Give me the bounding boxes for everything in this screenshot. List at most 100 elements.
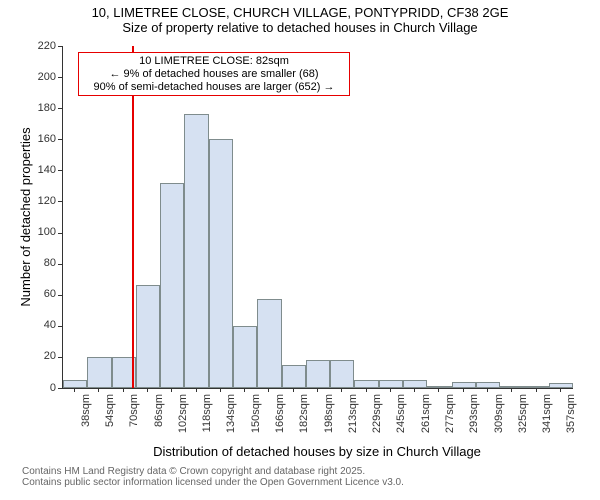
annotation-line: 90% of semi-detached houses are larger (…: [83, 81, 345, 94]
x-tick-mark: [268, 388, 269, 392]
y-tick-label: 40: [44, 319, 56, 331]
x-tick-mark: [536, 388, 537, 392]
x-tick-label: 261sqm: [420, 394, 432, 444]
y-tick-label: 140: [38, 164, 56, 176]
x-tick-mark: [463, 388, 464, 392]
histogram-bar: [257, 299, 281, 388]
x-tick-mark: [196, 388, 197, 392]
histogram-bar: [306, 360, 330, 388]
y-tick-label: 200: [38, 71, 56, 83]
histogram-bar: [184, 114, 208, 388]
histogram-bar: [427, 386, 451, 388]
y-tick-label: 80: [44, 257, 56, 269]
x-tick-label: 325sqm: [517, 394, 529, 444]
x-tick-mark: [123, 388, 124, 392]
x-tick-label: 166sqm: [274, 394, 286, 444]
footer-line-2: Contains public sector information licen…: [22, 477, 404, 488]
x-tick-mark: [390, 388, 391, 392]
histogram-bar: [452, 382, 476, 388]
x-tick-mark: [244, 388, 245, 392]
histogram-bar: [233, 326, 257, 388]
y-tick-mark: [58, 170, 62, 171]
y-tick-mark: [58, 139, 62, 140]
x-tick-mark: [171, 388, 172, 392]
x-tick-label: 182sqm: [298, 394, 310, 444]
histogram-bar: [549, 383, 573, 388]
histogram-bar: [209, 139, 233, 388]
y-tick-label: 100: [38, 226, 56, 238]
histogram-bar: [136, 285, 160, 388]
title-line-2: Size of property relative to detached ho…: [0, 21, 600, 36]
x-tick-label: 86sqm: [153, 394, 165, 444]
x-tick-mark: [74, 388, 75, 392]
y-tick-label: 20: [44, 350, 56, 362]
histogram-bar: [379, 380, 403, 388]
x-tick-mark: [341, 388, 342, 392]
x-tick-label: 277sqm: [444, 394, 456, 444]
y-tick-label: 60: [44, 288, 56, 300]
x-tick-mark: [366, 388, 367, 392]
histogram-bar: [524, 386, 548, 388]
x-tick-label: 134sqm: [225, 394, 237, 444]
y-axis-label: Number of detached properties: [18, 107, 33, 327]
histogram-bar: [500, 386, 524, 388]
x-tick-label: 118sqm: [201, 394, 213, 444]
y-tick-mark: [58, 233, 62, 234]
x-tick-mark: [438, 388, 439, 392]
x-tick-mark: [317, 388, 318, 392]
x-axis-label: Distribution of detached houses by size …: [62, 444, 572, 459]
y-tick-mark: [58, 357, 62, 358]
plot-area: [62, 46, 573, 389]
y-tick-label: 0: [50, 382, 56, 394]
histogram-bar: [160, 183, 184, 388]
title-line-1: 10, LIMETREE CLOSE, CHURCH VILLAGE, PONT…: [0, 6, 600, 21]
x-tick-label: 341sqm: [541, 394, 553, 444]
y-tick-mark: [58, 326, 62, 327]
histogram-bar: [63, 380, 87, 388]
y-tick-label: 180: [38, 102, 56, 114]
histogram-bar: [282, 365, 306, 388]
y-tick-mark: [58, 108, 62, 109]
histogram-bar: [87, 357, 111, 388]
x-tick-label: 357sqm: [565, 394, 577, 444]
annotation-line: ← 9% of detached houses are smaller (68): [83, 68, 345, 81]
y-tick-label: 120: [38, 195, 56, 207]
y-tick-mark: [58, 295, 62, 296]
property-marker-line: [132, 46, 134, 388]
x-tick-mark: [220, 388, 221, 392]
x-tick-label: 54sqm: [104, 394, 116, 444]
x-tick-label: 70sqm: [128, 394, 140, 444]
x-tick-label: 229sqm: [371, 394, 383, 444]
x-tick-mark: [487, 388, 488, 392]
histogram-bar: [354, 380, 378, 388]
x-tick-mark: [98, 388, 99, 392]
histogram-bar: [330, 360, 354, 388]
x-tick-label: 293sqm: [468, 394, 480, 444]
x-tick-label: 245sqm: [395, 394, 407, 444]
chart-titles: 10, LIMETREE CLOSE, CHURCH VILLAGE, PONT…: [0, 6, 600, 36]
footer: Contains HM Land Registry data © Crown c…: [22, 466, 404, 488]
footer-line-1: Contains HM Land Registry data © Crown c…: [22, 466, 404, 477]
x-tick-label: 102sqm: [177, 394, 189, 444]
y-tick-label: 160: [38, 133, 56, 145]
x-tick-label: 150sqm: [250, 394, 262, 444]
y-tick-mark: [58, 264, 62, 265]
x-tick-mark: [414, 388, 415, 392]
histogram-bar: [403, 380, 427, 388]
annotation-line: 10 LIMETREE CLOSE: 82sqm: [83, 55, 345, 68]
x-tick-mark: [147, 388, 148, 392]
y-tick-mark: [58, 388, 62, 389]
chart-container: 10, LIMETREE CLOSE, CHURCH VILLAGE, PONT…: [0, 0, 600, 500]
y-tick-mark: [58, 201, 62, 202]
x-tick-label: 198sqm: [323, 394, 335, 444]
y-tick-label: 220: [38, 40, 56, 52]
x-tick-mark: [511, 388, 512, 392]
annotation-box: 10 LIMETREE CLOSE: 82sqm← 9% of detached…: [78, 52, 350, 96]
x-tick-mark: [560, 388, 561, 392]
y-tick-mark: [58, 46, 62, 47]
x-tick-label: 309sqm: [493, 394, 505, 444]
x-tick-mark: [293, 388, 294, 392]
x-tick-label: 38sqm: [80, 394, 92, 444]
x-tick-label: 213sqm: [347, 394, 359, 444]
y-tick-mark: [58, 77, 62, 78]
